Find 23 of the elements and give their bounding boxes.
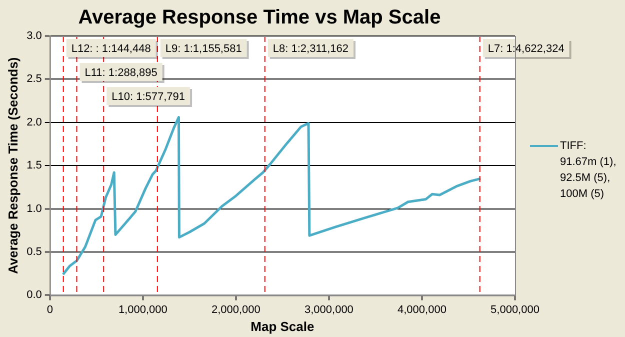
- ref-line-label: L11: 1:288,895: [84, 67, 158, 80]
- legend-label: TIFF: 91.67m (1), 92.5M (5), 100M (5): [560, 139, 618, 202]
- chart-title: Average Response Time vs Map Scale: [78, 6, 441, 29]
- ref-line-label: L10: 1:577,791: [112, 91, 186, 104]
- ref-line-label: L7: 1:4,622,324: [488, 43, 564, 56]
- x-tick-label: 0: [46, 304, 53, 316]
- y-tick-label: 1.5: [26, 160, 42, 172]
- y-tick-label: 2.0: [26, 116, 42, 128]
- x-tick-label: 2,000,000: [211, 304, 260, 316]
- y-tick-label: 1.0: [26, 202, 42, 215]
- x-tick-label: 4,000,000: [398, 304, 446, 316]
- y-axis-title: Average Response Time (Seconds): [5, 57, 20, 274]
- y-tick-label: 0.0: [26, 289, 42, 302]
- x-tick-label: 1,000,000: [118, 304, 168, 316]
- y-tick-label: 2.5: [26, 73, 42, 86]
- x-tick-label: 5,000,000: [490, 304, 540, 316]
- y-tick-label: 3.0: [26, 30, 42, 42]
- y-tick-label: 0.5: [26, 246, 42, 258]
- ref-line-label: L12: : 1:144,448: [71, 43, 151, 56]
- x-axis-title: Map Scale: [250, 318, 314, 334]
- x-tick-label: 3,000,000: [304, 304, 354, 316]
- ref-line-label: L8: 1:2,311,162: [272, 43, 349, 56]
- ref-line-label: L9: 1:1,155,581: [165, 43, 242, 56]
